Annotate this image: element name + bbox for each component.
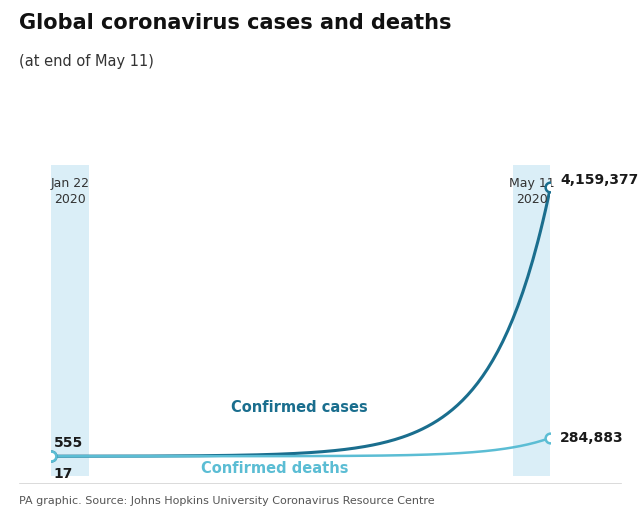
Text: (at end of May 11): (at end of May 11) — [19, 54, 154, 69]
Text: May 11
2020: May 11 2020 — [509, 177, 554, 206]
Bar — [51, 165, 88, 476]
Text: Confirmed cases: Confirmed cases — [231, 400, 367, 415]
Text: PA graphic. Source: Johns Hopkins University Coronavirus Resource Centre: PA graphic. Source: Johns Hopkins Univer… — [19, 496, 435, 506]
Bar — [513, 165, 550, 476]
Text: 284,883: 284,883 — [560, 431, 623, 445]
Text: Global coronavirus cases and deaths: Global coronavirus cases and deaths — [19, 13, 452, 33]
Text: 4,159,377: 4,159,377 — [560, 173, 638, 187]
Text: 17: 17 — [54, 466, 73, 481]
Text: Jan 22
2020: Jan 22 2020 — [51, 177, 90, 206]
Text: 555: 555 — [54, 436, 83, 450]
Text: Confirmed deaths: Confirmed deaths — [201, 461, 348, 476]
